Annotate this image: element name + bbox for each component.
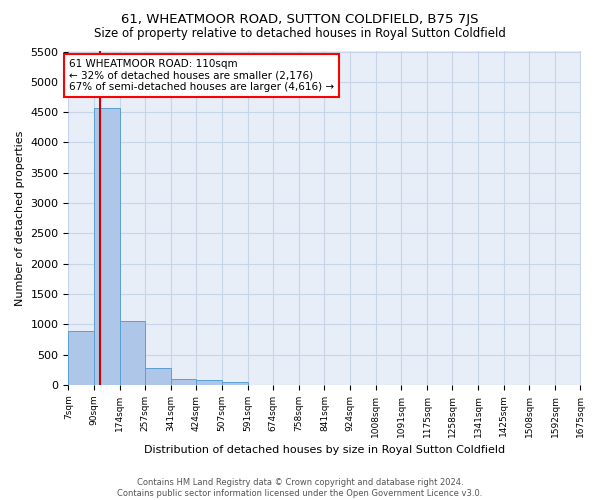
Text: Contains HM Land Registry data © Crown copyright and database right 2024.
Contai: Contains HM Land Registry data © Crown c…	[118, 478, 482, 498]
Text: 61 WHEATMOOR ROAD: 110sqm
← 32% of detached houses are smaller (2,176)
67% of se: 61 WHEATMOOR ROAD: 110sqm ← 32% of detac…	[69, 59, 334, 92]
Bar	[145, 368, 171, 385]
Bar	[68, 332, 94, 385]
Bar	[119, 320, 145, 385]
Text: 61, WHEATMOOR ROAD, SUTTON COLDFIELD, B75 7JS: 61, WHEATMOOR ROAD, SUTTON COLDFIELD, B7…	[121, 12, 479, 26]
Bar	[196, 380, 222, 385]
Bar	[171, 380, 196, 385]
Text: Size of property relative to detached houses in Royal Sutton Coldfield: Size of property relative to detached ho…	[94, 28, 506, 40]
Bar	[94, 108, 119, 385]
Bar	[222, 382, 248, 385]
Y-axis label: Number of detached properties: Number of detached properties	[15, 130, 25, 306]
X-axis label: Distribution of detached houses by size in Royal Sutton Coldfield: Distribution of detached houses by size …	[144, 445, 505, 455]
